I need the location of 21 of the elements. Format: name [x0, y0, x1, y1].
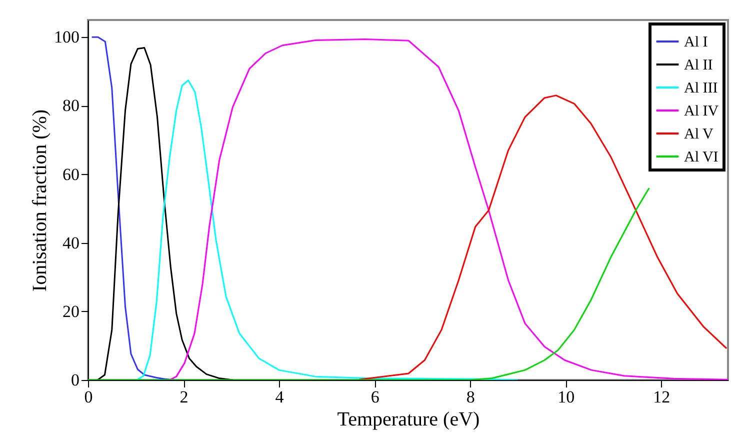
- x-tick-label: 8: [466, 388, 475, 406]
- legend-label: Al VI: [684, 150, 718, 166]
- x-tick-label: 0: [84, 388, 93, 406]
- x-tick-label: 10: [558, 388, 575, 406]
- y-tick-label: 0: [71, 370, 80, 390]
- legend-label: Al I: [684, 34, 708, 50]
- y-tick-label: 20: [62, 302, 80, 321]
- y-axis-title: Ionisation fraction (%): [29, 109, 51, 292]
- legend-label: Al V: [684, 126, 714, 142]
- y-tick-label: 80: [62, 96, 80, 116]
- x-tick-label: 12: [653, 388, 670, 406]
- legend-label: Al IV: [684, 104, 719, 120]
- x-tick-label: 6: [370, 388, 380, 406]
- x-tick-label: 2: [180, 388, 188, 406]
- legend-label: Al III: [684, 80, 718, 96]
- legend-label: Al II: [684, 58, 713, 74]
- y-tick-label: 40: [62, 233, 80, 252]
- x-tick-label: 4: [275, 388, 284, 406]
- y-tick-label: 100: [54, 28, 80, 47]
- x-axis-title: Temperature (eV): [337, 408, 480, 430]
- y-tick-label: 60: [62, 164, 80, 184]
